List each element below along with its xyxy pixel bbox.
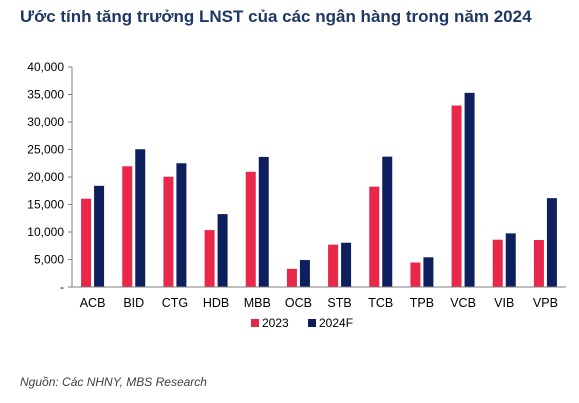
- bar-2024F-VPB: [546, 198, 557, 287]
- y-tick-label: 25,000: [27, 143, 64, 157]
- bar-2023-VCB: [451, 105, 462, 287]
- y-tick-label: -: [60, 280, 64, 294]
- bar-2024F-TCB: [382, 156, 393, 287]
- x-tick-label: BID: [123, 296, 144, 310]
- bar-2023-OCB: [286, 268, 297, 287]
- bar-2023-ACB: [81, 198, 92, 287]
- y-tick-label: 35,000: [27, 88, 64, 102]
- bar-2024F-CTG: [176, 163, 187, 287]
- bar-2023-BID: [122, 166, 133, 287]
- x-tick-label: VPB: [533, 296, 558, 310]
- x-tick-label: VCB: [450, 296, 476, 310]
- bar-2024F-ACB: [94, 185, 105, 287]
- y-tick-label: 5,000: [34, 253, 64, 267]
- bar-2024F-OCB: [299, 260, 310, 287]
- bar-2024F-TPB: [423, 257, 434, 287]
- bar-2023-TCB: [369, 186, 380, 287]
- bar-2023-TPB: [410, 262, 421, 287]
- source-note: Nguồn: Các NHNY, MBS Research: [20, 375, 207, 389]
- bar-2024F-VCB: [464, 92, 475, 287]
- legend-swatch-2023: [251, 319, 259, 327]
- bar-2024F-BID: [135, 149, 146, 287]
- legend: 2023 2024F: [251, 316, 353, 330]
- bar-2024F-HDB: [217, 214, 228, 287]
- y-tick-label: 10,000: [27, 225, 64, 239]
- x-axis-ticks: ACB BID CTG HDB MBB OCB STB TCB TPB VCB VIB VPB: [80, 296, 558, 310]
- bar-2024F-VIB: [505, 233, 516, 287]
- x-tick-label: MBB: [244, 296, 271, 310]
- y-tick-label: 40,000: [27, 60, 64, 74]
- bar-2023-VPB: [533, 239, 544, 287]
- y-axis-ticks: - 5,000 10,000 15,000 20,000 25,000 30,000 35,0…: [27, 60, 72, 294]
- x-tick-label: OCB: [285, 296, 312, 310]
- bar-2023-VIB: [492, 239, 503, 287]
- legend-label: 2024F: [319, 316, 353, 330]
- x-tick-label: CTG: [162, 296, 188, 310]
- x-tick-label: TCB: [368, 296, 393, 310]
- chart-title: Ước tính tăng trưởng LNST của các ngân h…: [20, 7, 532, 26]
- bar-2023-STB: [328, 244, 339, 287]
- x-tick-label: ACB: [80, 296, 106, 310]
- y-tick-label: 30,000: [27, 115, 64, 129]
- x-tick-label: HDB: [203, 296, 229, 310]
- bar-2023-HDB: [204, 230, 215, 287]
- bars: [81, 92, 557, 287]
- y-tick-label: 15,000: [27, 198, 64, 212]
- bar-2024F-MBB: [258, 156, 269, 287]
- bar-2024F-STB: [341, 242, 352, 287]
- legend-label: 2023: [262, 316, 289, 330]
- bar-2023-CTG: [163, 176, 174, 287]
- x-tick-label: VIB: [494, 296, 514, 310]
- x-tick-label: TPB: [410, 296, 434, 310]
- bar-2023-MBB: [245, 171, 256, 287]
- legend-swatch-2024F: [308, 319, 316, 327]
- x-tick-label: STB: [327, 296, 351, 310]
- y-tick-label: 20,000: [27, 170, 64, 184]
